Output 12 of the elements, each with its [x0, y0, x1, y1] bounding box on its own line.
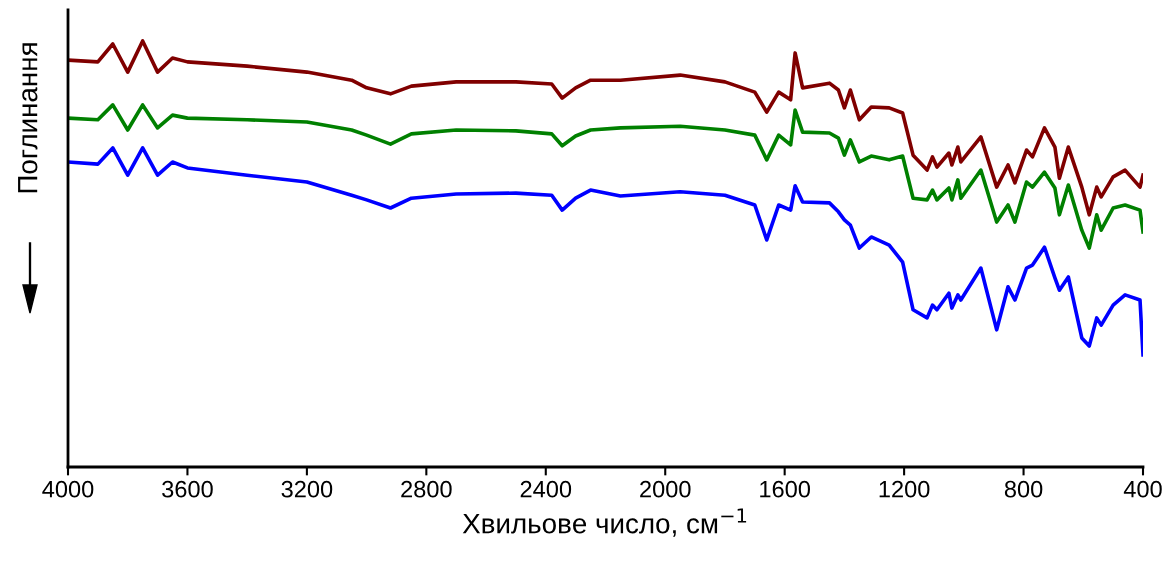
x-tick-label: 4000	[42, 480, 94, 498]
y-axis-title: Поглинання	[18, 43, 38, 193]
x-tick-label: 400	[1123, 480, 1162, 498]
x-tick-label: 2800	[401, 480, 452, 498]
x-axis-title: Хвильове число, см$^{−1}$	[462, 508, 747, 537]
x-tick-label: 3200	[281, 480, 333, 498]
x-tick-label: 1200	[879, 480, 930, 498]
x-tick-label: 3600	[162, 480, 213, 498]
x-tick-label: 800	[1004, 480, 1043, 498]
x-tick-label: 2000	[640, 480, 691, 498]
x-tick-label: 2400	[520, 480, 572, 498]
x-tick-label: 1600	[760, 480, 811, 498]
